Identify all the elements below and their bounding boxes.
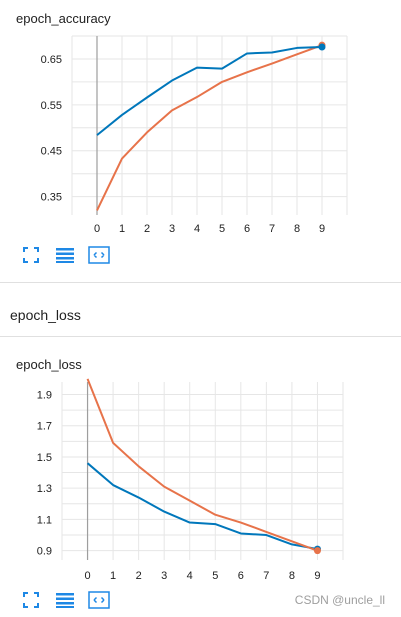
x-tick-label: 9 <box>314 570 320 582</box>
x-tick-label: 5 <box>219 223 225 235</box>
fit-to-data-icon <box>88 246 110 264</box>
loss-chart-toolbar <box>20 590 110 610</box>
y-tick-label: 1.7 <box>37 421 52 433</box>
x-tick-label: 3 <box>169 223 175 235</box>
toggle-log-scale-icon <box>56 593 74 608</box>
section-divider-top <box>0 282 401 283</box>
y-tick-label: 1.1 <box>37 514 52 526</box>
series-end-point <box>318 43 326 51</box>
series-line <box>96 44 323 211</box>
x-tick-label: 7 <box>269 223 275 235</box>
accuracy-chart-toolbar <box>20 245 110 265</box>
toggle-log-scale-button[interactable] <box>54 245 76 265</box>
x-tick-label: 2 <box>136 570 142 582</box>
y-tick-label: 1.3 <box>37 483 52 495</box>
chart-title-accuracy: epoch_accuracy <box>16 11 111 26</box>
series-line <box>86 378 318 552</box>
x-tick-label: 1 <box>110 570 116 582</box>
y-tick-label: 0.9 <box>37 546 52 558</box>
series-line <box>96 46 323 136</box>
x-tick-label: 6 <box>238 570 244 582</box>
y-tick-label: 0.65 <box>41 54 62 66</box>
y-tick-label: 1.9 <box>37 389 52 401</box>
loss-chart[interactable]: 0 1 2 3 4 5 6 7 8 9 0.9 1.1 1.3 1.5 1.7 1.9 <box>0 340 401 585</box>
x-tick-label: 3 <box>161 570 167 582</box>
section-title[interactable]: epoch_loss <box>10 307 81 323</box>
toggle-log-scale-button[interactable] <box>54 590 76 610</box>
chart-title-loss: epoch_loss <box>16 357 82 372</box>
fit-domain-button[interactable] <box>20 245 42 265</box>
x-tick-label: 0 <box>84 570 90 582</box>
fit-to-data-icon <box>88 591 110 609</box>
x-tick-label: 2 <box>144 223 150 235</box>
fit-to-data-button[interactable] <box>88 590 110 610</box>
x-tick-label: 8 <box>289 570 295 582</box>
y-tick-label: 0.35 <box>41 192 62 204</box>
fit-domain-icon <box>23 247 39 263</box>
section-divider-bottom <box>0 336 401 337</box>
x-tick-label: 4 <box>187 570 193 582</box>
x-tick-label: 7 <box>263 570 269 582</box>
fit-domain-button[interactable] <box>20 590 42 610</box>
series-end-point <box>313 547 321 555</box>
x-tick-label: 1 <box>119 223 125 235</box>
x-tick-label: 6 <box>244 223 250 235</box>
watermark: CSDN @uncle_ll <box>294 593 385 607</box>
y-tick-label: 0.55 <box>41 100 62 112</box>
x-tick-label: 4 <box>194 223 200 235</box>
x-tick-label: 9 <box>319 223 325 235</box>
x-tick-label: 8 <box>294 223 300 235</box>
fit-to-data-button[interactable] <box>88 245 110 265</box>
y-tick-label: 1.5 <box>37 452 52 464</box>
y-tick-label: 0.45 <box>41 146 62 158</box>
x-tick-label: 0 <box>94 223 100 235</box>
accuracy-chart[interactable]: 0 1 2 3 4 5 6 7 8 9 0.35 0.45 0.55 0.65 <box>0 0 401 235</box>
fit-domain-icon <box>23 592 39 608</box>
toggle-log-scale-icon <box>56 248 74 263</box>
series-line <box>86 462 318 551</box>
x-tick-label: 5 <box>212 570 218 582</box>
